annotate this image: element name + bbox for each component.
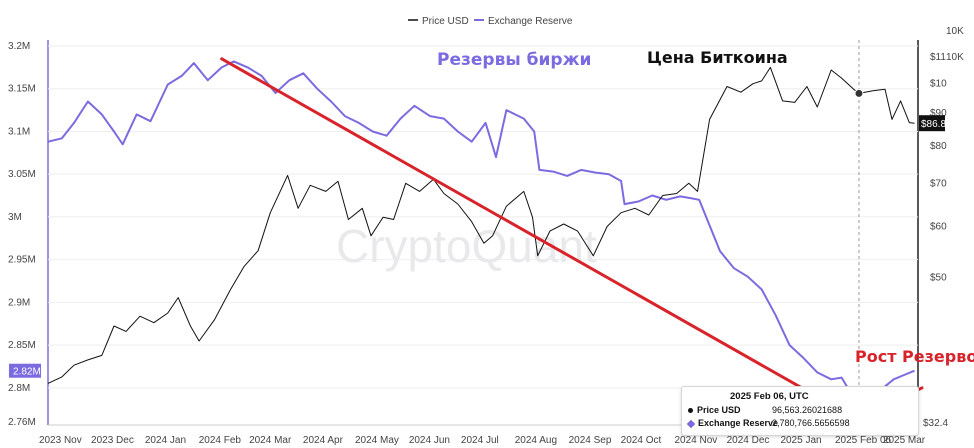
tooltip-price-label: Price USD — [697, 405, 741, 415]
legend-reserve-label: Exchange Reserve — [488, 16, 573, 27]
reserve-current-badge — [9, 363, 41, 378]
right-tick-label: $50 — [930, 272, 947, 283]
x-tick-label: 2024 Jul — [461, 435, 499, 446]
right-tick-label: $10 — [930, 79, 947, 90]
tooltip-row-price: Price USD 96,563.26021688 — [688, 405, 912, 417]
x-tick-label: 2024 Dec — [727, 435, 770, 446]
left-tick-label: 3.15M — [8, 84, 36, 95]
x-tick-label: 2024 Feb — [199, 435, 242, 446]
x-tick-label: 2025 Mar — [883, 435, 926, 446]
x-tick-label: 2025 Jan — [780, 435, 821, 446]
left-tick-label: 3.05M — [8, 169, 36, 180]
left-tick-label: 2.76M — [8, 417, 36, 428]
tooltip-row-reserve: Exchange Reserve 2,780,766.5656598 — [686, 418, 912, 430]
x-tick-label: 2024 Mar — [249, 435, 292, 446]
right-top-label: 10K — [946, 26, 964, 37]
growth-annotation: Рост Резервов — [855, 347, 974, 366]
left-tick-label: 2.85M — [8, 340, 36, 351]
left-tick-label: 2.9M — [8, 297, 30, 308]
price-annotation: Цена Биткоина — [647, 48, 788, 67]
right-tick-label: $60 — [930, 221, 947, 232]
x-tick-label: 2024 May — [355, 435, 399, 446]
x-tick-label: 2024 Aug — [515, 435, 557, 446]
tooltip: 2025 Feb 06, UTC Price USD 96,563.260216… — [681, 386, 919, 436]
x-tick-label: 2024 Oct — [621, 435, 662, 446]
left-tick-label: 3M — [8, 212, 22, 223]
price-current-badge — [919, 115, 945, 132]
reserve-diamond-icon — [686, 419, 696, 428]
right-tick-label: $11 — [930, 52, 946, 63]
reserves-annotation: Резервы биржи — [437, 50, 591, 70]
x-tick-label: 2024 Nov — [675, 435, 718, 446]
price-current-label: $86.8 — [921, 119, 946, 130]
tooltip-price-value: 96,563.26021688 — [772, 405, 843, 415]
price-marker — [854, 88, 864, 98]
x-tick-label: 2024 Apr — [303, 435, 344, 446]
x-tick-label: 2024 Jun — [409, 435, 450, 446]
price-dot-icon — [688, 408, 693, 414]
right-tick-label: $90 — [930, 108, 947, 119]
right-top-label: 10K — [946, 52, 964, 63]
watermark-text: CryptoQuant — [336, 220, 597, 272]
tooltip-reserve-label: Exchange Reserve — [698, 418, 779, 428]
right-bottom-label: $32.4 — [923, 418, 948, 429]
reserve-downtrend-line — [220, 57, 861, 422]
tooltip-reserve-value: 2,780,766.5656598 — [772, 418, 850, 428]
selected-date-label: 2025 Feb 06 — [835, 435, 892, 446]
tooltip-title: 2025 Feb 06, UTC — [730, 391, 809, 402]
x-tick-label: 2024 Sep — [569, 435, 612, 446]
price-series-line — [47, 66, 915, 384]
left-tick-label: 3.2M — [8, 41, 30, 52]
x-tick-label: 2023 Nov — [39, 435, 82, 446]
left-tick-label: 2.8M — [8, 383, 30, 394]
x-tick-label: 2023 Dec — [91, 435, 134, 446]
reserve-current-label: 2.82M — [13, 367, 41, 378]
right-tick-label: $70 — [930, 178, 947, 189]
x-tick-label: 2024 Jan — [145, 435, 186, 446]
left-tick-label: 2.95M — [8, 255, 36, 266]
legend-price-label: Price USD — [422, 16, 469, 27]
reserve-series-line — [47, 60, 915, 406]
right-tick-label: $80 — [930, 141, 947, 152]
left-tick-label: 3.1M — [8, 126, 30, 137]
